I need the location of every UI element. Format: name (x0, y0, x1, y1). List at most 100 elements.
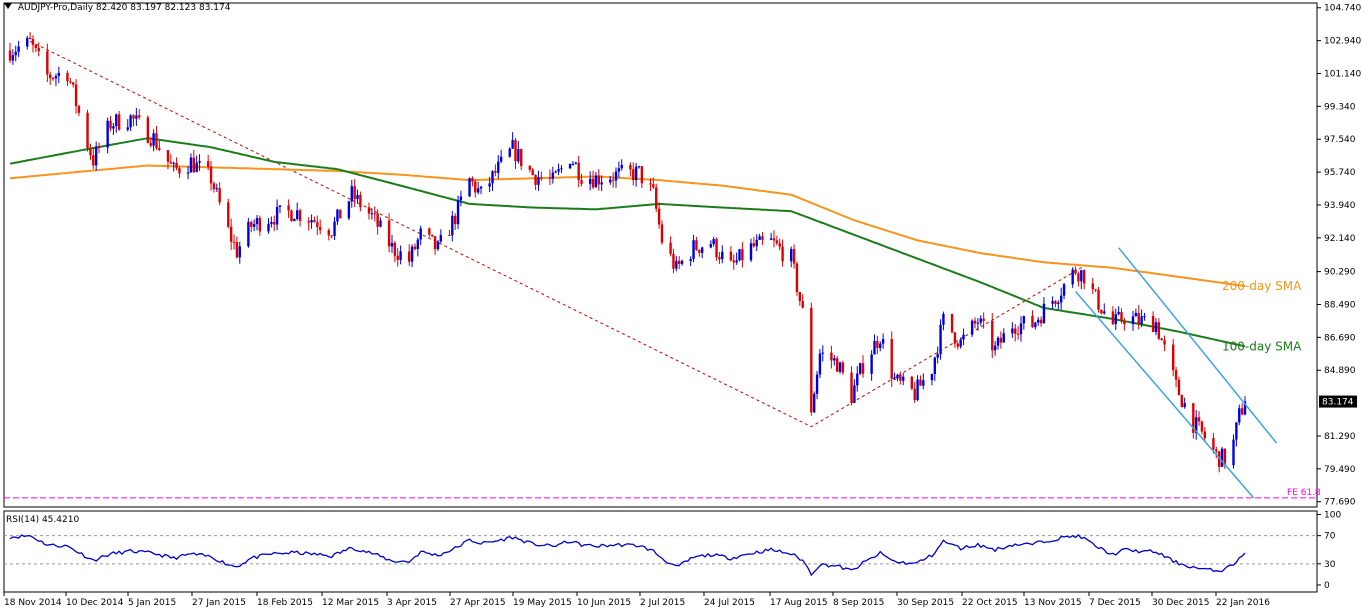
candle-body (1197, 417, 1201, 422)
candle-body (916, 379, 919, 401)
candle-body (439, 235, 443, 242)
candle-body (1120, 311, 1123, 322)
candle-body (28, 37, 32, 39)
candle-body (129, 115, 132, 128)
candle-body (962, 334, 965, 340)
candle-body (37, 47, 40, 52)
candle-body (347, 201, 351, 219)
candle-body (537, 177, 540, 185)
candle-body (870, 354, 873, 374)
candle-body (798, 292, 802, 302)
candle-body (991, 320, 994, 351)
rsi-tick-label: 0 (1324, 581, 1330, 591)
candle-body (494, 171, 497, 173)
candle-body (936, 354, 939, 358)
candle-body (433, 236, 437, 250)
candle-body (459, 196, 463, 201)
candle-body (232, 241, 236, 243)
candle-body (1074, 269, 1077, 274)
candle-body (594, 175, 598, 188)
candle-body (393, 242, 397, 256)
sma200-line (9, 164, 1246, 287)
x-tick-label: 10 Jun 2015 (577, 598, 631, 608)
x-tick-label: 18 Feb 2015 (257, 598, 313, 608)
candle-body (1062, 284, 1066, 296)
candle-body (356, 194, 359, 200)
candle-body (109, 120, 112, 129)
candle-body (858, 363, 862, 374)
candle-body (741, 249, 744, 261)
candle-body (46, 51, 49, 75)
candle-body (749, 243, 753, 261)
candle-body (950, 313, 954, 333)
y-tick-label: 81.290 (1324, 432, 1356, 442)
candle-body (881, 339, 885, 344)
candle-body (57, 72, 61, 76)
candle-body (247, 221, 250, 247)
candle-body (1180, 395, 1184, 408)
y-tick-label: 102.940 (1324, 37, 1361, 47)
candle-body (1134, 312, 1138, 317)
candle-body (149, 142, 152, 146)
candle-body (568, 163, 572, 169)
candle-body (953, 332, 957, 344)
candle-body (838, 362, 842, 372)
candle-body (970, 320, 974, 335)
candle-body (229, 226, 233, 242)
rsi-tick-label: 100 (1324, 511, 1341, 521)
x-tick-label: 22 Jan 2016 (1216, 598, 1270, 608)
candle-body (112, 126, 115, 129)
y-tick-label: 104.740 (1324, 4, 1361, 14)
candle-body (238, 246, 241, 258)
candle-body (1123, 321, 1126, 325)
ohlc-values: 82.420 83.197 82.123 83.174 (95, 3, 231, 13)
candle-body (1103, 311, 1106, 314)
candle-body (1037, 319, 1040, 323)
candle-body (890, 339, 893, 379)
candle-body (146, 117, 150, 143)
symbol-label: AUDJPY-Pro,Daily (17, 3, 94, 13)
candle-body (227, 202, 230, 227)
candle-body (1077, 273, 1080, 282)
candle-body (1011, 328, 1014, 334)
candle-body (812, 393, 816, 413)
candle-body (795, 263, 799, 293)
candle-body (620, 164, 623, 169)
rsi-title: RSI(14) 45.4210 (6, 515, 80, 525)
candle-body (1240, 408, 1244, 415)
candle-body (1194, 417, 1198, 433)
candle-body (735, 260, 738, 263)
candle-body (534, 175, 537, 185)
candle-body (557, 168, 560, 172)
candle-body (396, 255, 399, 260)
candle-body (318, 227, 322, 231)
candle-body (370, 213, 374, 215)
candle-body (408, 251, 411, 262)
x-tick-label: 12 Mar 2015 (322, 598, 379, 608)
candle-body (818, 353, 822, 375)
candle-body (169, 161, 173, 164)
candle-body (379, 220, 382, 227)
candle-body (772, 238, 776, 241)
candle-body (548, 177, 552, 179)
candle-body (896, 375, 899, 379)
candle-body (428, 228, 431, 235)
candle-body (126, 127, 129, 130)
candle-body (330, 235, 333, 237)
candle-body (8, 50, 12, 61)
candle-body (833, 358, 836, 361)
candle-body (660, 224, 664, 243)
candle-body (1051, 301, 1054, 304)
candle-body (899, 375, 902, 381)
sma100-line (9, 137, 1246, 348)
candle-body (675, 260, 678, 269)
candle-body (51, 78, 55, 80)
candle-body (198, 161, 201, 163)
collapse-triangle-icon[interactable] (4, 3, 12, 9)
candle-body (634, 166, 638, 181)
candle-body (1042, 303, 1046, 324)
fe-label: FE 61.8 (1287, 488, 1321, 498)
trend-channel (1074, 247, 1278, 499)
